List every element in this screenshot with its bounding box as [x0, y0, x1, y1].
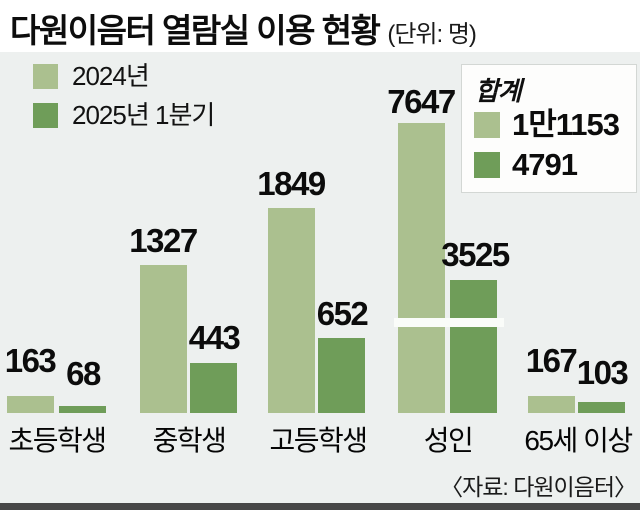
totals-value: 4791 — [512, 147, 578, 182]
value-label-2024-g4: 167 — [525, 342, 578, 379]
category-label-g3: 성인 — [423, 425, 474, 456]
totals-box: 합계 1만1153 4791 — [461, 64, 637, 193]
value-label-2025q1-g2: 652 — [316, 295, 369, 332]
category-label-g0: 초등학생 — [8, 425, 107, 456]
bottom-border-rule — [0, 503, 640, 510]
bar-2024-g2 — [268, 208, 315, 413]
title-row: 다원이음터 열람실 이용 현황 (단위: 명) — [10, 4, 477, 52]
title-unit-note: (단위: 명) — [387, 21, 477, 48]
category-label-g1: 중학생 — [152, 425, 227, 456]
value-label-2025q1-g4: 103 — [576, 354, 629, 391]
value-label-2024-g2: 1849 — [257, 165, 326, 202]
bar-2025q1-g2 — [318, 338, 365, 413]
legend-label: 2025년 1분기 — [72, 100, 215, 130]
legend-item: 2024년 — [33, 61, 150, 91]
bar-2024-g3 — [398, 123, 445, 413]
value-label-2024-g3: 7647 — [387, 83, 456, 120]
value-label-2024-g0: 163 — [4, 342, 57, 379]
value-label-2025q1-g0: 68 — [66, 355, 101, 392]
totals-item: 4791 — [474, 147, 578, 182]
totals-value: 1만1153 — [512, 107, 620, 142]
dark-green-swatch — [33, 102, 58, 128]
axis-break-marker — [394, 318, 504, 327]
value-label-2025q1-g3: 3525 — [441, 236, 510, 273]
legend-item: 2025년 1분기 — [33, 100, 215, 130]
value-label-2025q1-g1: 443 — [188, 319, 241, 356]
totals-item: 1만1153 — [474, 107, 620, 142]
light-green-swatch — [474, 111, 500, 138]
bar-2025q1-g4 — [578, 402, 625, 413]
legend-label: 2024년 — [72, 61, 150, 91]
bar-2025q1-g0 — [59, 406, 106, 413]
category-label-g2: 고등학생 — [269, 425, 368, 456]
bar-2024-g1 — [140, 265, 187, 413]
bar-2025q1-g1 — [190, 363, 237, 413]
totals-box-title: 합계 — [475, 76, 522, 106]
bar-2024-g0 — [7, 396, 54, 413]
source-note: 〈자료: 다원이음터〉 — [440, 474, 637, 500]
bar-2024-g4 — [528, 396, 575, 413]
page-title: 다원이음터 열람실 이용 현황 — [10, 12, 381, 49]
dark-green-swatch — [474, 151, 500, 178]
category-label-g4: 65세 이상 — [524, 425, 633, 456]
value-label-2024-g1: 1327 — [129, 222, 198, 259]
bar-2025q1-g3 — [450, 280, 497, 413]
light-green-swatch — [33, 63, 58, 89]
